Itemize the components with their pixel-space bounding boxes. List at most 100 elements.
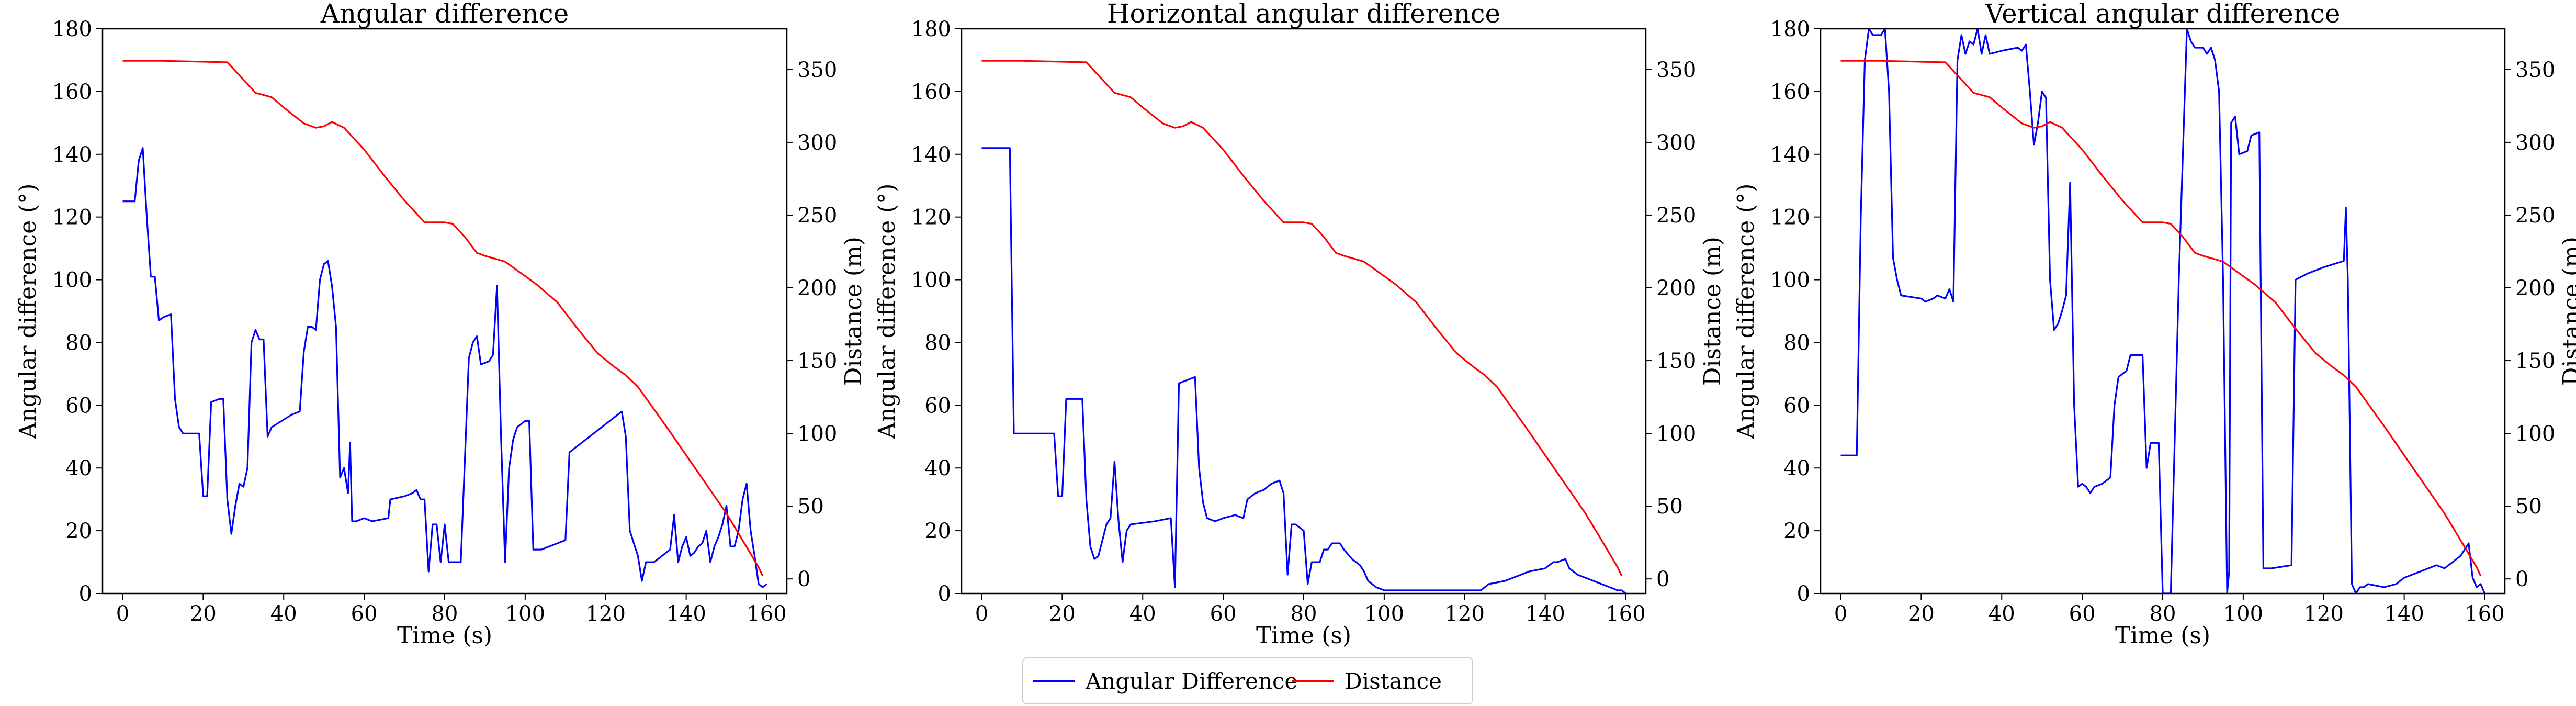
y-tick-label: 40 bbox=[924, 456, 951, 480]
legend-label-angular: Angular Difference bbox=[1085, 668, 1297, 694]
y-tick-label: 20 bbox=[924, 519, 951, 543]
y-tick-label: 40 bbox=[1783, 456, 1810, 480]
y-tick-label: 180 bbox=[911, 17, 951, 41]
x-tick-label: 0 bbox=[975, 602, 988, 626]
x-tick-label: 20 bbox=[1049, 602, 1076, 626]
y-tick-label: 140 bbox=[52, 143, 92, 167]
y2-axis-label: Distance (m) bbox=[2558, 237, 2576, 386]
y2-tick-label: 50 bbox=[797, 495, 824, 519]
y-tick-label: 120 bbox=[52, 206, 92, 230]
x-tick-label: 140 bbox=[2384, 602, 2424, 626]
y-tick-label: 160 bbox=[911, 80, 951, 104]
y2-tick-label: 250 bbox=[2515, 204, 2555, 228]
x-tick-label: 60 bbox=[351, 602, 378, 626]
y-axis-label: Angular difference (°) bbox=[15, 184, 41, 440]
y2-tick-label: 100 bbox=[2515, 422, 2555, 446]
x-tick-label: 40 bbox=[270, 602, 297, 626]
y-tick-label: 60 bbox=[65, 394, 92, 418]
x-tick-label: 0 bbox=[1834, 602, 1847, 626]
legend: Angular Difference Distance bbox=[1022, 657, 1473, 704]
y-tick-label: 80 bbox=[65, 331, 92, 355]
subplot-3: Vertical angular difference 0 20 40 60 80 100 1… bbox=[1733, 0, 2576, 649]
x-tick-label: 60 bbox=[1210, 602, 1237, 626]
plot-frame bbox=[101, 28, 788, 595]
y2-tick-label: 0 bbox=[2515, 567, 2528, 591]
y-tick-label: 0 bbox=[938, 582, 951, 606]
x-tick-label: 80 bbox=[432, 602, 458, 626]
x-tick-label: 100 bbox=[2223, 602, 2263, 626]
legend-label-distance: Distance bbox=[1345, 668, 1442, 694]
y2-tick-label: 350 bbox=[2515, 58, 2555, 82]
y2-tick-label: 150 bbox=[2515, 349, 2555, 373]
y2-tick-label: 200 bbox=[797, 276, 837, 300]
chart-title: Horizontal angular difference bbox=[1107, 0, 1500, 29]
y2-tick-label: 350 bbox=[1656, 58, 1696, 82]
plot-frame bbox=[1820, 28, 2506, 595]
subplot-1: Angular difference 0 20 40 60 80 100 120 140 160 0… bbox=[15, 0, 867, 649]
x-tick-label: 120 bbox=[2304, 602, 2344, 626]
y-tick-label: 100 bbox=[911, 268, 951, 293]
subplot-2: Horizontal angular difference 0 20 40 60 80 10… bbox=[874, 0, 1726, 649]
x-tick-label: 20 bbox=[1908, 602, 1935, 626]
y-tick-label: 0 bbox=[79, 582, 92, 606]
plot-frame bbox=[961, 28, 1647, 595]
angular-difference-line bbox=[1840, 29, 2485, 593]
y2-tick-label: 150 bbox=[1656, 349, 1696, 373]
y2-axis-label: Distance (m) bbox=[1699, 237, 1726, 386]
x-tick-label: 80 bbox=[2150, 602, 2176, 626]
y2-tick-label: 50 bbox=[2515, 495, 2542, 519]
x-tick-label: 160 bbox=[2465, 602, 2504, 626]
x-axis-label: Time (s) bbox=[397, 622, 492, 649]
y2-tick-label: 100 bbox=[797, 422, 837, 446]
x-tick-label: 100 bbox=[505, 602, 545, 626]
y-tick-label: 80 bbox=[1783, 331, 1810, 355]
x-tick-label: 160 bbox=[747, 602, 786, 626]
chart-title: Angular difference bbox=[320, 0, 569, 29]
distance-line bbox=[981, 60, 1623, 577]
angular-difference-line bbox=[981, 147, 1626, 593]
y2-tick-label: 300 bbox=[797, 131, 837, 155]
y-tick-label: 60 bbox=[924, 394, 951, 418]
y2-tick-label: 50 bbox=[1656, 495, 1683, 519]
y2-tick-label: 300 bbox=[1656, 131, 1696, 155]
distance-line bbox=[1840, 60, 2482, 577]
y-tick-label: 180 bbox=[1770, 17, 1810, 41]
y-axis-label: Angular difference (°) bbox=[874, 184, 900, 440]
y-tick-label: 80 bbox=[924, 331, 951, 355]
x-tick-label: 100 bbox=[1364, 602, 1404, 626]
y2-axis-label: Distance (m) bbox=[840, 237, 867, 386]
y-tick-label: 100 bbox=[52, 268, 92, 293]
y2-tick-label: 350 bbox=[797, 58, 837, 82]
y2-tick-label: 250 bbox=[1656, 204, 1696, 228]
y2-tick-label: 200 bbox=[1656, 276, 1696, 300]
y-tick-label: 0 bbox=[1797, 582, 1810, 606]
legend-frame bbox=[1022, 657, 1473, 704]
x-tick-label: 40 bbox=[1989, 602, 2015, 626]
x-axis-label: Time (s) bbox=[2115, 622, 2210, 649]
y2-tick-label: 0 bbox=[797, 567, 810, 591]
y2-tick-label: 300 bbox=[2515, 131, 2555, 155]
y-tick-label: 180 bbox=[52, 17, 92, 41]
y-tick-label: 120 bbox=[1770, 206, 1810, 230]
x-tick-label: 0 bbox=[116, 602, 129, 626]
y2-tick-label: 250 bbox=[797, 204, 837, 228]
angular-difference-line bbox=[122, 147, 767, 588]
y-tick-label: 100 bbox=[1770, 268, 1810, 293]
x-tick-label: 40 bbox=[1129, 602, 1156, 626]
x-tick-label: 140 bbox=[1525, 602, 1565, 626]
y-tick-label: 40 bbox=[65, 456, 92, 480]
x-axis-label: Time (s) bbox=[1256, 622, 1351, 649]
y-tick-label: 160 bbox=[1770, 80, 1810, 104]
subplots: Angular difference 0 20 40 60 80 100 120 140 160 0… bbox=[15, 0, 2576, 649]
x-tick-label: 160 bbox=[1606, 602, 1645, 626]
chart-title: Vertical angular difference bbox=[1984, 0, 2340, 29]
x-tick-label: 20 bbox=[190, 602, 217, 626]
y-tick-label: 20 bbox=[65, 519, 92, 543]
y-tick-label: 140 bbox=[1770, 143, 1810, 167]
y-tick-label: 20 bbox=[1783, 519, 1810, 543]
y2-tick-label: 200 bbox=[2515, 276, 2555, 300]
y2-tick-label: 100 bbox=[1656, 422, 1696, 446]
y-tick-label: 60 bbox=[1783, 394, 1810, 418]
x-tick-label: 60 bbox=[2069, 602, 2096, 626]
